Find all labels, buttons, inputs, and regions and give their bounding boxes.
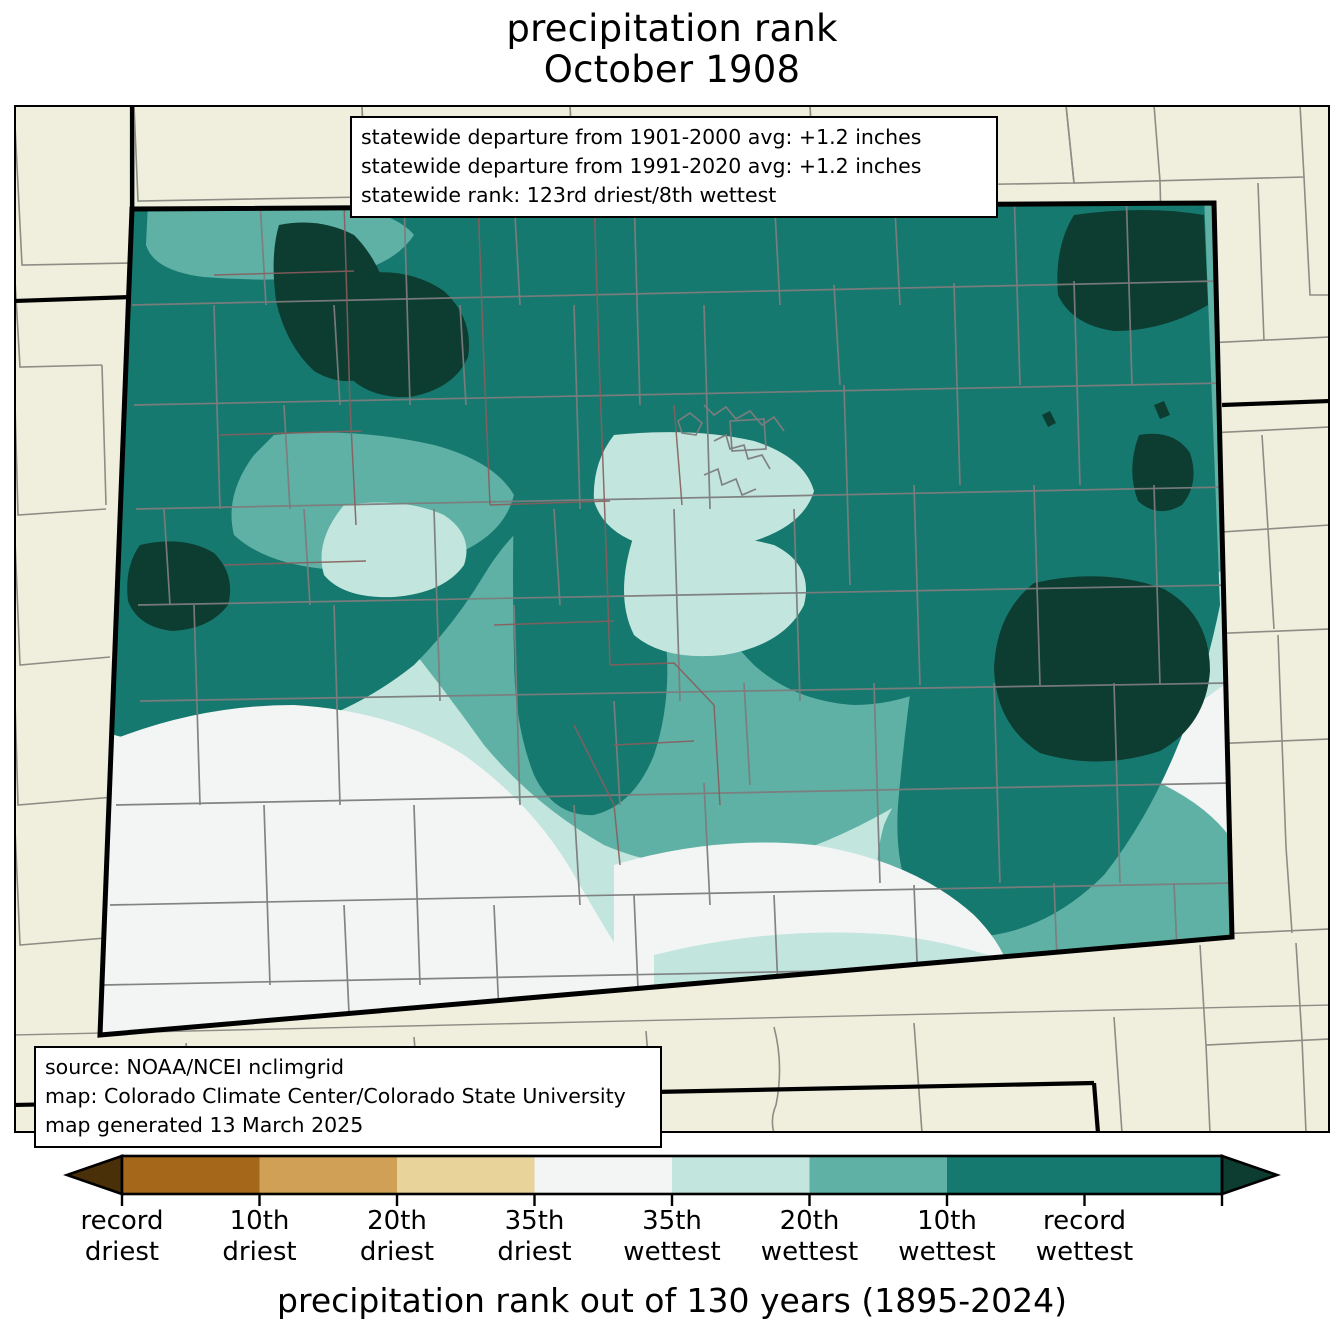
cb-tick-label-6-top: 10th	[917, 1206, 977, 1236]
cb-tick-label-0-top: record	[80, 1206, 164, 1236]
colorbar-swatch-35th-wettest	[672, 1156, 810, 1194]
departure-1901-2000: statewide departure from 1901-2000 avg: …	[361, 125, 922, 149]
cb-tick-label-6: 10th wettest	[898, 1206, 995, 1267]
colorbar-axis-title: precipitation rank out of 130 years (189…	[277, 1281, 1067, 1320]
cb-tick-label-1-bottom: driest	[222, 1236, 297, 1267]
cb-tick-label-3: 35th driest	[497, 1206, 571, 1267]
cb-tick-label-4-top: 35th	[642, 1206, 702, 1236]
rank-record-wettest-speck-c	[1024, 641, 1038, 657]
cb-tick-label-5-bottom: wettest	[760, 1236, 859, 1267]
rank-record-wettest-northeast-small	[1132, 433, 1194, 512]
colorbar-ticks	[120, 1194, 1224, 1206]
colorbar-swatch-record-driest	[63, 1154, 124, 1196]
rank-region-10th-wettest-spine	[513, 463, 668, 816]
rank-record-wettest-park-range	[339, 272, 469, 398]
cb-tick-label-3-bottom: driest	[497, 1236, 572, 1267]
title-line-2: October 1908	[543, 48, 801, 92]
rank-record-wettest-west-central	[127, 541, 231, 631]
colorbar-swatch-20th-driest	[259, 1156, 397, 1194]
colorado-precipitation-rank-map	[16, 107, 1328, 1131]
cb-tick-label-2: 20th driest	[360, 1206, 434, 1267]
rank-record-wettest-southeast	[994, 576, 1210, 762]
colorado-interior-lines	[213, 203, 721, 866]
cb-tick-label-4: 35th wettest	[623, 1206, 720, 1267]
cb-tick-label-7-top: record	[1042, 1206, 1127, 1236]
colorado-county-lines	[103, 203, 1232, 1035]
cb-tick-label-2-bottom: driest	[359, 1236, 435, 1267]
source-line: source: NOAA/NCEI nclimgrid	[45, 1055, 345, 1079]
figure-title: precipitation rank October 1908	[0, 8, 1344, 91]
cb-tick-label-5-top: 20th	[779, 1206, 840, 1236]
colorbar	[0, 1146, 1344, 1206]
title-line-1: precipitation rank	[506, 7, 838, 50]
map-generated-line: map generated 13 March 2025	[45, 1113, 364, 1138]
cb-tick-label-0-bottom: driest	[84, 1236, 160, 1267]
colorbar-svg	[63, 1154, 1281, 1206]
departure-1991-2020: statewide departure from 1991-2020 avg: …	[361, 154, 922, 179]
colorado-interior	[100, 203, 1232, 1035]
rank-record-wettest-northeast-corner	[1057, 210, 1208, 331]
colorbar-swatch-20th-wettest	[809, 1156, 947, 1194]
colorbar-swatch-mid-dry	[534, 1156, 672, 1194]
rank-pocket-denver	[593, 432, 814, 549]
cb-tick-label-2-top: 20th	[367, 1206, 427, 1236]
map-credit-line: map: Colorado Climate Center/Colorado St…	[45, 1084, 626, 1109]
source-credits-box: source: NOAA/NCEI nclimgrid map: Colorad…	[34, 1046, 662, 1149]
colorbar-swatch-10th-wettest	[947, 1156, 1085, 1194]
rank-region-south-near-median	[100, 705, 654, 1035]
rank-pocket-central-pale	[321, 502, 467, 598]
colorbar-swatch-10th-driest	[122, 1156, 260, 1194]
map-panel	[14, 105, 1330, 1133]
cb-tick-label-7-bottom: wettest	[1035, 1236, 1134, 1267]
rank-record-wettest-speck-a	[1042, 411, 1056, 427]
statewide-summary-box: statewide departure from 1901-2000 avg: …	[350, 116, 998, 219]
cb-tick-label-0: record driest	[80, 1206, 163, 1267]
cb-tick-label-5: 20th wettest	[761, 1206, 858, 1267]
colorbar-tick-labels: record driest 10th driest 20th driest 35…	[0, 1206, 1344, 1268]
statewide-rank: statewide rank: 123rd driest/8th wettest	[361, 183, 777, 208]
colorbar-swatch-35th-driest	[397, 1156, 535, 1194]
cb-tick-label-1-top: 10th	[229, 1206, 290, 1236]
colorbar-swatch-10th-wettest-b	[1084, 1156, 1222, 1194]
cb-tick-label-1: 10th driest	[222, 1206, 296, 1267]
cb-tick-label-7: record wettest	[1036, 1206, 1133, 1267]
colorbar-swatch-record-wettest	[1220, 1154, 1281, 1196]
cb-tick-label-6-bottom: wettest	[898, 1236, 996, 1267]
rank-record-wettest-speck-b	[1154, 401, 1170, 419]
cb-tick-label-4-bottom: wettest	[623, 1236, 721, 1267]
cb-tick-label-3-top: 35th	[504, 1206, 565, 1236]
